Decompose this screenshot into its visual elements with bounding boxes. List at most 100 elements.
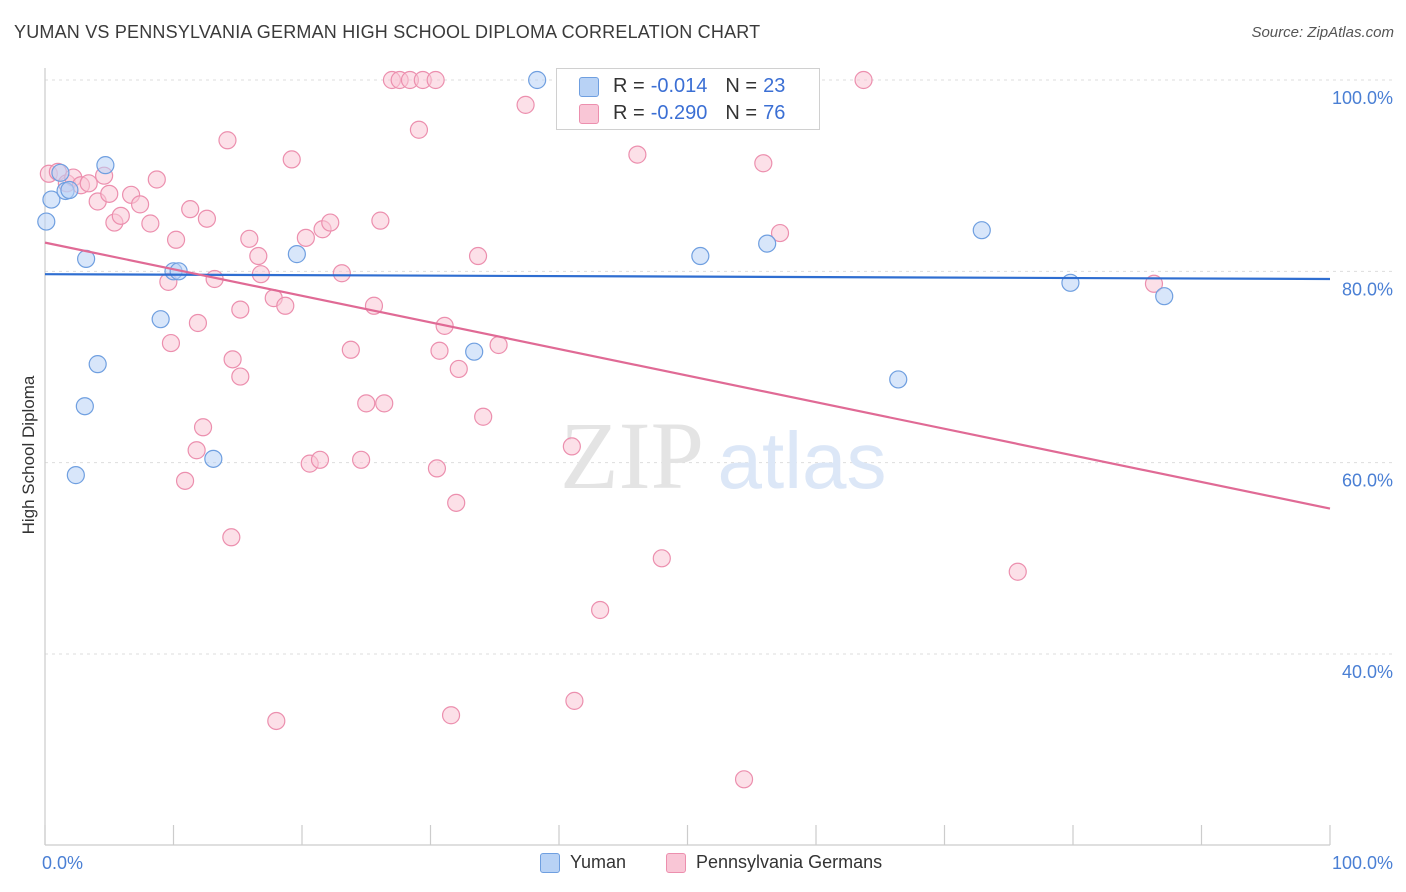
data-point-yuman — [60, 180, 79, 200]
x-tick-label: 0.0% — [42, 853, 83, 873]
x-tick-label: 100.0% — [1332, 853, 1393, 873]
correlation-stats-box: R = -0.014 N = 23 R = -0.290 N = 76 — [556, 68, 820, 130]
stats-r-value: -0.014 — [650, 75, 708, 97]
data-point-pennsylvania-germans — [79, 174, 98, 193]
data-point-yuman — [204, 449, 223, 468]
data-point-pennsylvania-germans — [332, 264, 351, 283]
data-point-yuman — [972, 221, 991, 240]
data-point-pennsylvania-germans — [489, 335, 508, 355]
y-tick-label: 60.0% — [1342, 471, 1393, 491]
data-point-pennsylvania-germans — [231, 300, 250, 319]
data-point-pennsylvania-germans — [375, 394, 394, 413]
trend-lines — [44, 241, 1331, 510]
chart-title: YUMAN VS PENNSYLVANIA GERMAN HIGH SCHOOL… — [14, 22, 761, 42]
data-point-pennsylvania-germans — [111, 206, 130, 225]
data-point-pennsylvania-germans — [197, 209, 217, 228]
data-point-pennsylvania-germans — [426, 70, 445, 90]
stats-n-value: 76 — [763, 102, 786, 124]
data-point-pennsylvania-germans — [357, 394, 376, 413]
chart-source: Source: ZipAtlas.com — [1251, 24, 1394, 41]
data-point-yuman — [151, 310, 170, 329]
data-point-pennsylvania-germans — [249, 246, 268, 266]
watermark-zip: ZIP — [560, 402, 704, 509]
data-point-pennsylvania-germans — [562, 437, 581, 456]
data-point-pennsylvania-germans — [188, 313, 208, 333]
series-pennsylvania-germans — [39, 70, 1164, 789]
data-point-yuman — [96, 156, 115, 175]
legend-item-yuman[interactable]: Yuman — [540, 852, 626, 873]
grid-lines — [45, 79, 1392, 655]
data-point-pennsylvania-germans — [276, 296, 295, 315]
data-point-pennsylvania-germans — [166, 230, 186, 249]
y-tick-label: 80.0% — [1342, 279, 1393, 299]
data-point-pennsylvania-germans — [770, 223, 790, 243]
data-point-pennsylvania-germans — [321, 213, 340, 232]
legend-item-pennsylvania-germans[interactable]: Pennsylvania Germans — [666, 852, 882, 873]
data-point-pennsylvania-germans — [441, 706, 461, 725]
data-point-yuman — [758, 234, 777, 253]
data-point-yuman — [287, 245, 306, 264]
data-point-pennsylvania-germans — [310, 450, 330, 469]
data-point-yuman — [88, 355, 107, 374]
stats-swatch-yuman — [579, 76, 599, 97]
stats-swatch-pennsylvania-germans — [579, 103, 599, 124]
data-point-pennsylvania-germans — [1008, 562, 1027, 581]
data-point-pennsylvania-germans — [447, 493, 466, 512]
data-point-yuman — [1155, 287, 1174, 306]
stats-r-value: -0.290 — [650, 102, 708, 124]
data-point-pennsylvania-germans — [409, 120, 429, 139]
data-point-yuman — [51, 163, 70, 182]
data-point-pennsylvania-germans — [181, 200, 200, 219]
data-point-yuman — [37, 212, 56, 231]
stats-row-pennsylvania-germans: R = -0.290 N = 76 — [579, 102, 785, 125]
data-point-pennsylvania-germans — [141, 214, 160, 233]
data-point-pennsylvania-germans — [754, 154, 773, 173]
y-axis-label: High School Diploma — [19, 375, 38, 534]
trend-line-yuman — [44, 273, 1331, 281]
data-point-pennsylvania-germans — [267, 711, 286, 731]
data-point-pennsylvania-germans — [430, 341, 449, 360]
stats-n-label: N = — [725, 75, 758, 97]
y-tick-label: 40.0% — [1342, 662, 1393, 682]
watermark-atlas: atlas — [718, 416, 887, 505]
stats-n-value: 23 — [763, 75, 786, 97]
data-point-yuman — [42, 190, 61, 209]
data-point-pennsylvania-germans — [628, 145, 647, 164]
data-point-pennsylvania-germans — [427, 459, 447, 478]
data-point-yuman — [465, 342, 484, 361]
legend-label-yuman: Yuman — [570, 852, 627, 872]
data-point-yuman — [66, 466, 85, 485]
data-point-pennsylvania-germans — [652, 549, 671, 568]
data-point-pennsylvania-germans — [147, 170, 166, 189]
data-point-pennsylvania-germans — [1144, 274, 1164, 293]
data-point-pennsylvania-germans — [734, 770, 754, 789]
data-point-yuman — [75, 397, 94, 416]
data-point-pennsylvania-germans — [854, 70, 873, 90]
data-point-yuman — [1061, 273, 1080, 292]
data-point-pennsylvania-germans — [161, 333, 181, 353]
data-point-pennsylvania-germans — [175, 471, 195, 490]
data-point-yuman — [691, 246, 710, 266]
legend-label-pennsylvania-germans: Pennsylvania Germans — [696, 852, 883, 872]
tick-labels: 100.0% 80.0% 60.0% 40.0% 0.0% 100.0% — [42, 88, 1393, 873]
data-point-pennsylvania-germans — [187, 441, 206, 460]
stats-n-label: N = — [725, 102, 758, 124]
watermark: ZIP atlas — [560, 402, 886, 509]
data-point-pennsylvania-germans — [296, 228, 315, 247]
data-point-pennsylvania-germans — [193, 418, 213, 437]
data-point-pennsylvania-germans — [474, 407, 493, 426]
stats-r-label: R = — [613, 75, 645, 97]
data-point-pennsylvania-germans — [218, 131, 237, 150]
stats-row-yuman: R = -0.014 N = 23 — [579, 75, 785, 98]
data-point-yuman — [528, 70, 547, 90]
data-point-pennsylvania-germans — [341, 340, 360, 359]
data-point-pennsylvania-germans — [352, 450, 371, 469]
data-point-pennsylvania-germans — [240, 229, 259, 248]
legend-swatch-yuman — [540, 852, 560, 873]
trend-line-pennsylvania-germans — [44, 241, 1331, 510]
data-point-pennsylvania-germans — [371, 211, 390, 230]
data-point-yuman — [889, 370, 908, 389]
data-point-pennsylvania-germans — [222, 528, 241, 547]
data-point-pennsylvania-germans — [591, 600, 610, 620]
data-point-pennsylvania-germans — [231, 367, 250, 386]
